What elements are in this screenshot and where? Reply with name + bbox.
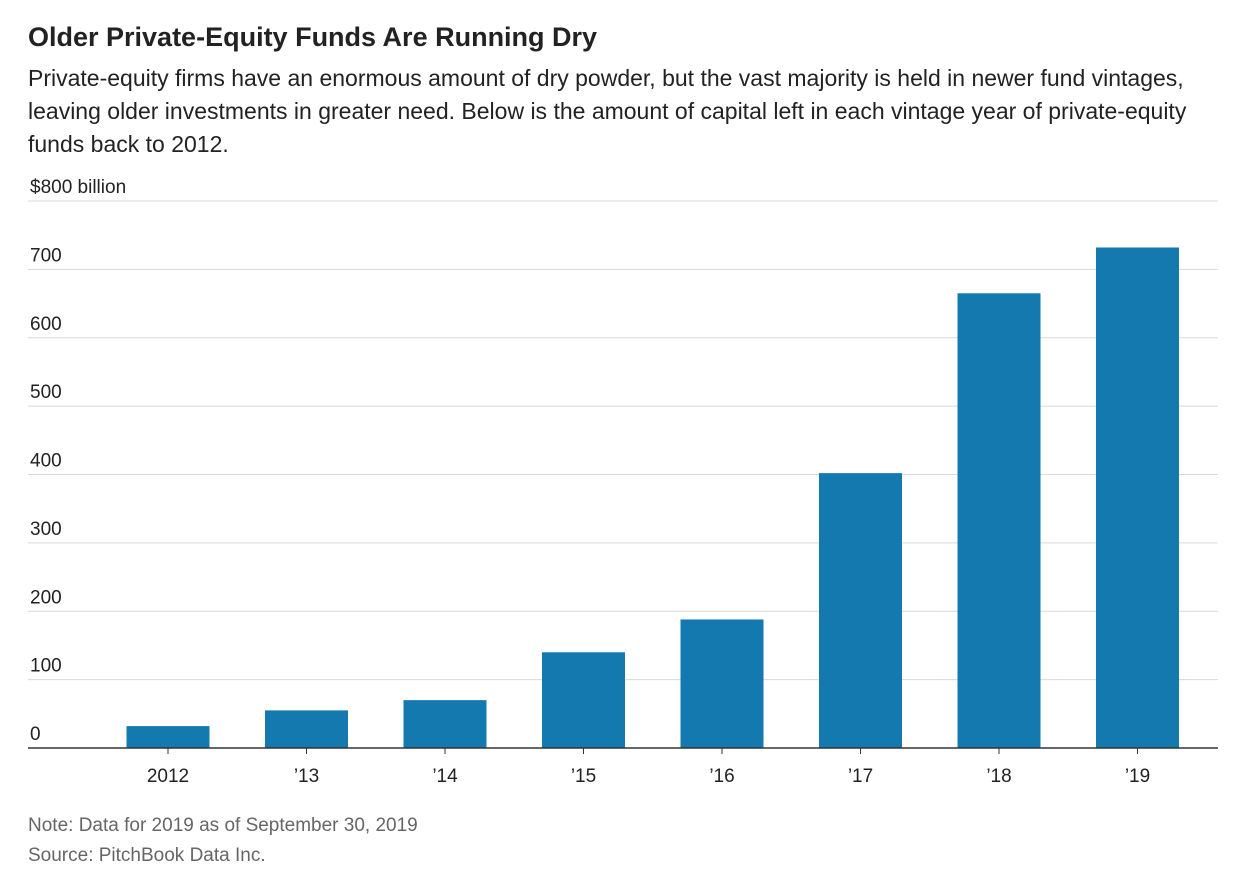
chart-note: Note: Data for 2019 as of September 30, …	[28, 815, 418, 836]
x-tick-label: ’18	[986, 766, 1011, 787]
bar	[403, 700, 487, 748]
y-tick-label: 500	[30, 382, 62, 403]
x-tick-label: ’14	[432, 766, 458, 787]
x-axis-ticks: 2012 ’13 ’14 ’15 ’16 ’17 ’18 ’19	[147, 748, 1150, 787]
chart-subtitle: Private-equity firms have an enormous am…	[28, 65, 1187, 157]
x-tick-label: ’16	[709, 766, 734, 787]
bar	[542, 652, 625, 748]
y-tick-label: 100	[30, 656, 62, 677]
bar	[957, 293, 1041, 748]
chart-title: Older Private-Equity Funds Are Running D…	[28, 22, 598, 52]
x-tick-label: ’15	[571, 766, 596, 787]
bar	[680, 619, 764, 748]
y-tick-label: 200	[30, 587, 62, 608]
y-tick-label: 600	[30, 314, 62, 335]
y-tick-label: 0	[30, 724, 41, 745]
x-tick-label: ’17	[848, 766, 873, 787]
y-tick-label: 700	[30, 245, 62, 266]
chart-source: Source: PitchBook Data Inc.	[28, 845, 266, 866]
x-tick-label: ’19	[1125, 766, 1150, 787]
x-tick-label: ’13	[294, 766, 319, 787]
y-tick-label: $800 billion	[30, 177, 126, 198]
x-tick-label: 2012	[147, 766, 189, 787]
bar	[1096, 247, 1179, 748]
bars	[126, 247, 1179, 748]
y-tick-label: 400	[30, 451, 62, 472]
bar	[265, 710, 348, 748]
y-axis-ticks: 0 100 200 300 400 500 600 700 $800 billion	[30, 177, 126, 745]
bar	[126, 726, 210, 748]
bar	[819, 473, 902, 748]
y-tick-label: 300	[30, 519, 62, 540]
bar-chart: 0 100 200 300 400 500 600 700 $800 billion 2012 ’…	[28, 177, 1218, 787]
